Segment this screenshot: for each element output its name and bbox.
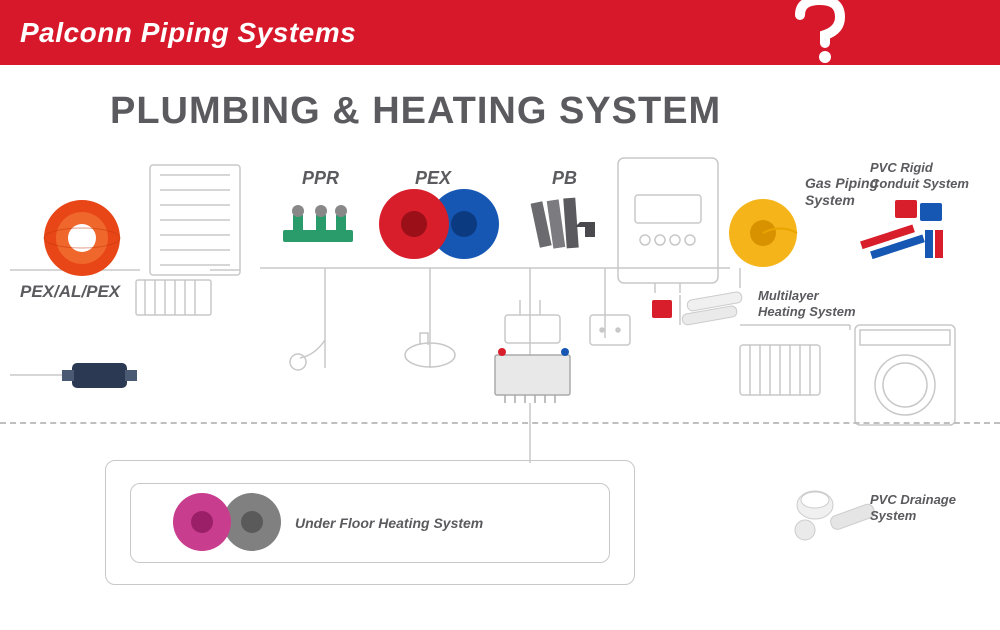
multilayer-label: Multilayer Heating System [758,288,858,319]
pex-coil-red [378,188,450,260]
underfloor-coil-pink [172,492,232,552]
valve-device [62,358,137,393]
ppr-fittings [278,195,363,255]
ppr-label: PPR [302,168,339,189]
pvc-drainage-label: PVC Drainage System [870,492,980,523]
pvc-drainage-parts [790,480,880,550]
pb-label: PB [552,168,577,189]
question-icon [780,0,870,65]
gas-piping-coil [728,198,798,268]
floor-divider [0,422,1000,424]
pvc-conduit-label: PVC Rigid Conduit System [870,160,980,191]
pex-al-pex-label: PEX/AL/PEX [20,282,120,302]
main-title: PLUMBING & HEATING SYSTEM [110,90,721,133]
header-title: Palconn Piping Systems [20,17,356,49]
underfloor-label: Under Floor Heating System [295,515,483,531]
pex-al-pex-coil [42,198,122,278]
pb-pipes [530,192,610,257]
pvc-conduit-parts [855,195,955,265]
multilayer-pipes [652,288,752,333]
diagram-area: PEX/AL/PEX PPR PEX PB Gas Piping System [0,140,1000,630]
header-bar: Palconn Piping Systems [0,0,1000,65]
pex-label: PEX [415,168,451,189]
